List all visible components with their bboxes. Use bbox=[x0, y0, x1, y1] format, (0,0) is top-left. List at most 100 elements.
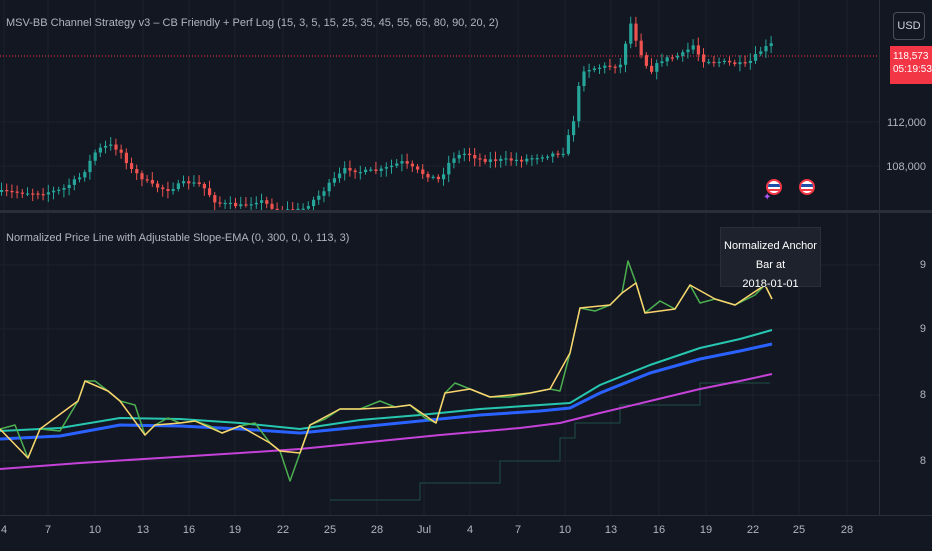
candle-body bbox=[504, 158, 508, 160]
candle-body bbox=[405, 161, 409, 164]
time-tick: 4 bbox=[466, 524, 474, 536]
time-tick: 28 bbox=[370, 524, 384, 536]
candle-body bbox=[369, 169, 373, 171]
candle-body bbox=[509, 158, 513, 161]
last-price-label: 118,573 05:19:53 bbox=[890, 46, 932, 84]
candle-body bbox=[426, 174, 430, 178]
candle-body bbox=[717, 61, 721, 64]
candlestick-chart[interactable] bbox=[0, 0, 880, 219]
candle-body bbox=[15, 191, 19, 193]
us-flag-icon[interactable] bbox=[799, 179, 815, 195]
candle-body bbox=[556, 153, 560, 155]
candle-body bbox=[670, 57, 674, 59]
candle-body bbox=[494, 159, 498, 161]
candle-body bbox=[702, 54, 706, 63]
main-chart-pane[interactable] bbox=[0, 0, 880, 219]
candle-body bbox=[140, 173, 144, 180]
time-tick: 13 bbox=[604, 524, 618, 536]
candle-body bbox=[488, 159, 492, 162]
time-axis[interactable]: 4 7 10 13 16 19 22 25 28 Jul 4 7 10 13 1… bbox=[0, 515, 932, 551]
candle-body bbox=[348, 167, 352, 171]
time-tick: 28 bbox=[840, 524, 854, 536]
candle-body bbox=[145, 179, 149, 181]
candle-body bbox=[98, 147, 102, 153]
price-tick: 8 bbox=[919, 455, 926, 467]
us-flag-icon[interactable] bbox=[766, 179, 782, 195]
candle-body bbox=[728, 60, 732, 63]
candle-body bbox=[20, 192, 24, 194]
time-tick: 16 bbox=[182, 524, 196, 536]
candle-body bbox=[691, 45, 695, 50]
candle-body bbox=[624, 43, 628, 65]
candle-body bbox=[270, 203, 274, 209]
candle-body bbox=[587, 69, 591, 72]
candle-body bbox=[655, 63, 659, 72]
candle-body bbox=[41, 194, 45, 196]
candle-body bbox=[78, 177, 82, 180]
indicator-title[interactable]: Normalized Price Line with Adjustable Sl… bbox=[6, 232, 350, 244]
candle-body bbox=[452, 158, 456, 163]
candle-body bbox=[374, 169, 378, 171]
candle-body bbox=[681, 52, 685, 56]
indicator-pane[interactable] bbox=[0, 213, 880, 515]
candle-body bbox=[676, 55, 680, 58]
candle-body bbox=[5, 190, 9, 192]
candle-body bbox=[176, 183, 180, 189]
candle-body bbox=[327, 182, 331, 192]
candle-body bbox=[239, 204, 243, 207]
candle-body bbox=[473, 155, 477, 159]
candle-body bbox=[530, 158, 534, 160]
tooltip-line: 2018-01-01 bbox=[742, 278, 799, 290]
candle-body bbox=[46, 192, 50, 195]
candle-body bbox=[447, 162, 451, 175]
candle-body bbox=[748, 60, 752, 64]
tooltip-line: Normalized Anchor Bar at bbox=[724, 240, 817, 271]
candle-body bbox=[551, 153, 555, 157]
pane-divider[interactable] bbox=[0, 210, 932, 213]
candle-body bbox=[31, 193, 35, 195]
price-scale-main[interactable]: 112,000 108,000 bbox=[879, 0, 932, 210]
candle-body bbox=[421, 169, 425, 175]
candle-body bbox=[514, 159, 518, 161]
candle-body bbox=[395, 163, 399, 166]
candle-body bbox=[686, 49, 690, 53]
price-scale-indicator[interactable]: 9 9 8 8 bbox=[879, 213, 932, 515]
candle-body bbox=[124, 152, 128, 164]
strategy-title[interactable]: MSV-BB Channel Strategy v3 – CB Friendly… bbox=[6, 17, 499, 29]
candle-body bbox=[754, 54, 758, 61]
candle-body bbox=[759, 51, 763, 55]
candle-body bbox=[577, 86, 581, 122]
candle-body bbox=[67, 184, 71, 189]
candle-body bbox=[764, 46, 768, 52]
time-tick: 22 bbox=[276, 524, 290, 536]
price-tick: 9 bbox=[919, 323, 926, 335]
candle-body bbox=[743, 62, 747, 64]
time-tick: 22 bbox=[746, 524, 760, 536]
currency-button[interactable]: USD bbox=[893, 12, 925, 40]
sparkle-icon[interactable]: ✦ bbox=[763, 192, 772, 203]
candle-body bbox=[249, 204, 253, 206]
candle-body bbox=[57, 189, 61, 191]
candle-body bbox=[150, 180, 154, 184]
candle-body bbox=[296, 208, 300, 211]
candle-body bbox=[291, 209, 295, 211]
candle-body bbox=[187, 181, 191, 184]
time-tick: 10 bbox=[88, 524, 102, 536]
candle-body bbox=[119, 149, 123, 153]
candle-body bbox=[535, 158, 539, 160]
candle-body bbox=[665, 57, 669, 62]
normalized-price-chart[interactable] bbox=[0, 213, 880, 515]
candle-body bbox=[332, 178, 336, 183]
candle-body bbox=[156, 183, 160, 188]
bar-countdown: 05:19:53 bbox=[893, 64, 932, 75]
candle-body bbox=[182, 181, 186, 184]
candle-body bbox=[712, 61, 716, 64]
candle-body bbox=[338, 173, 342, 179]
candle-body bbox=[566, 135, 570, 154]
candle-body bbox=[390, 165, 394, 168]
candle-body bbox=[72, 179, 76, 185]
candle-body bbox=[93, 152, 97, 161]
candle-body bbox=[306, 206, 310, 209]
candle-body bbox=[358, 172, 362, 174]
candle-body bbox=[499, 158, 503, 161]
